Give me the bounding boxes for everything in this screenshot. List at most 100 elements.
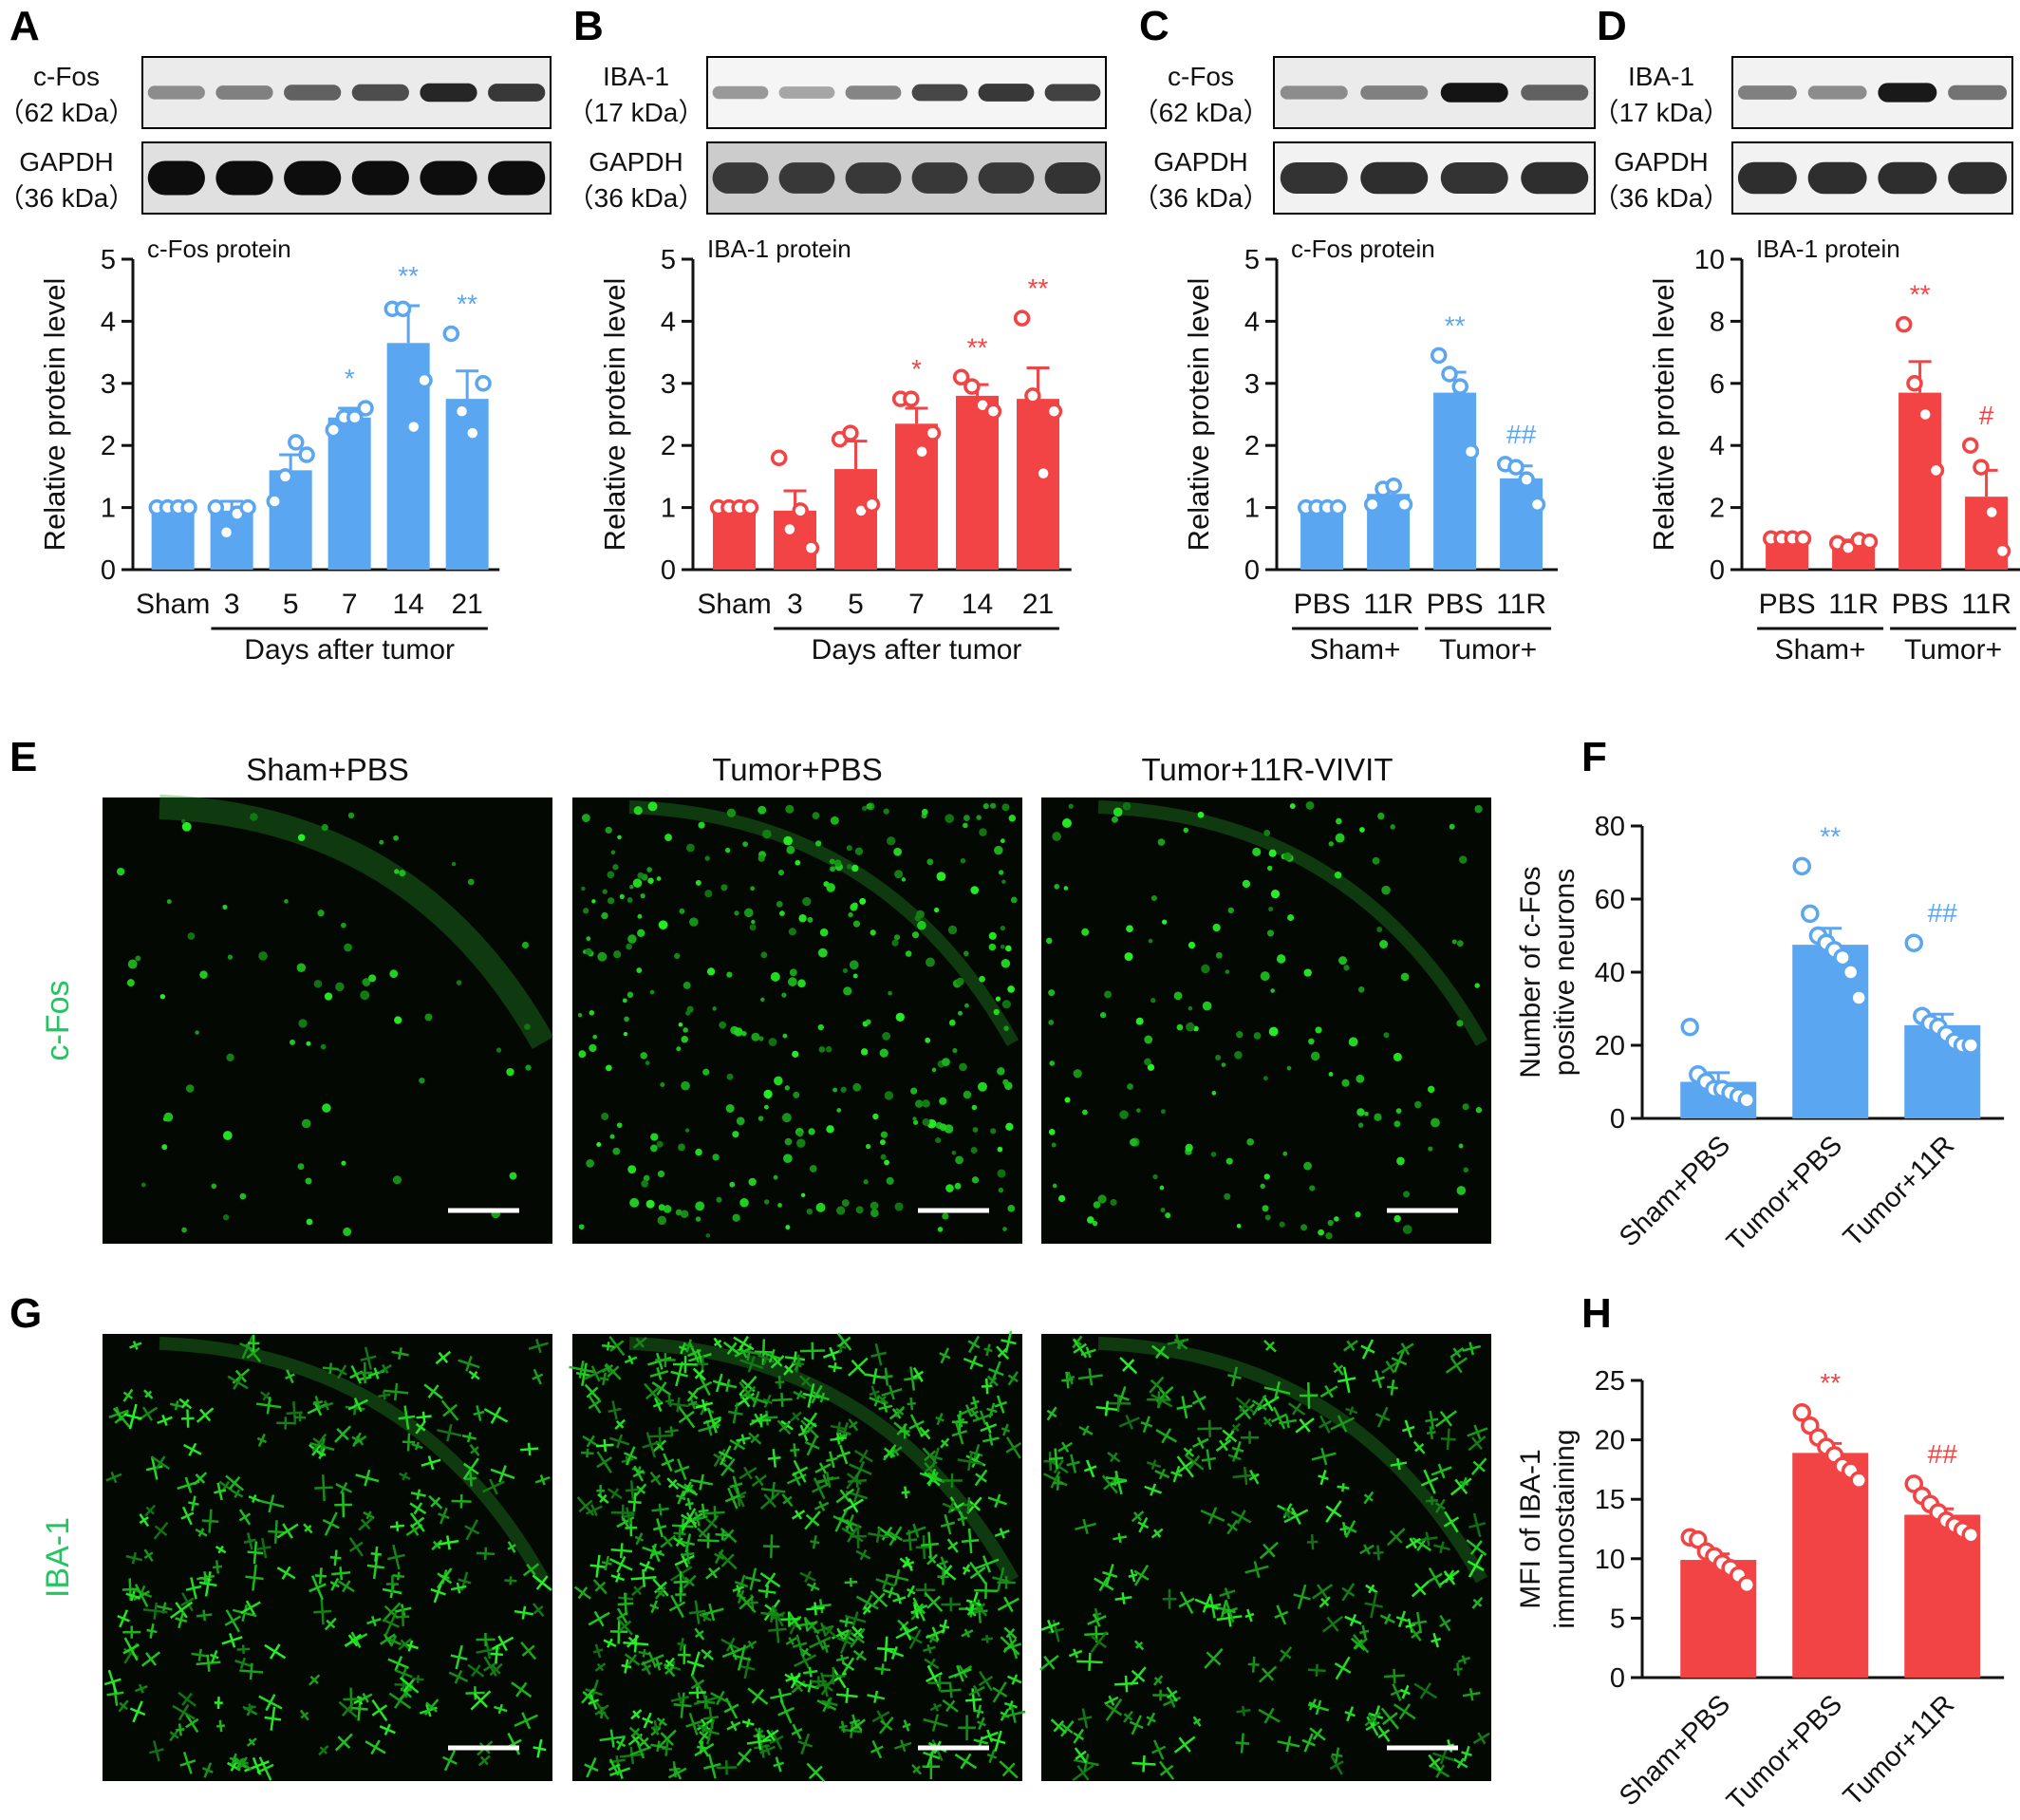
microglia-process xyxy=(650,1719,662,1735)
microglia-process xyxy=(894,1405,906,1417)
microglia-process xyxy=(395,1667,413,1680)
blot-band xyxy=(1807,85,1867,100)
microglia-process xyxy=(169,1400,184,1411)
microglia-process xyxy=(1001,1330,1017,1353)
significance-mark: ** xyxy=(1820,821,1841,851)
cfos-positive-nucleus xyxy=(1129,1138,1138,1147)
microglia-process xyxy=(188,1495,199,1511)
blot-band xyxy=(1280,161,1348,195)
microglia-process xyxy=(588,1395,602,1414)
microglia-process xyxy=(960,1404,979,1417)
cfos-positive-nucleus xyxy=(955,1155,963,1165)
cfos-positive-nucleus xyxy=(347,812,355,819)
microglia-process xyxy=(901,1486,910,1499)
microglia-process xyxy=(1222,1429,1238,1443)
bar xyxy=(445,399,489,570)
microglia-process xyxy=(322,1511,340,1536)
microglia-process xyxy=(1107,1452,1121,1463)
microglia-process xyxy=(696,1718,714,1731)
microglia-process xyxy=(621,1659,632,1674)
microglia-process xyxy=(402,1433,416,1452)
microglia-process xyxy=(1470,1457,1487,1475)
cfos-positive-nucleus xyxy=(749,924,757,931)
y-tick-label: 2 xyxy=(1244,431,1260,461)
cfos-positive-nucleus xyxy=(947,925,958,935)
microglia-process xyxy=(389,1521,404,1531)
cfos-positive-nucleus xyxy=(712,1006,717,1011)
cfos-positive-nucleus xyxy=(720,884,728,891)
bar xyxy=(834,469,878,570)
microglia-process xyxy=(793,1359,802,1371)
microglia-process xyxy=(1461,1745,1472,1762)
category-label: 14 xyxy=(962,589,993,620)
cfos-positive-nucleus xyxy=(704,890,713,898)
microglia-process xyxy=(670,1692,689,1706)
microglia-process xyxy=(759,1572,781,1588)
microglia-process xyxy=(673,1524,686,1543)
cfos-positive-nucleus xyxy=(650,1144,658,1153)
microglia-process xyxy=(1191,1390,1206,1411)
data-point xyxy=(357,400,374,417)
microglia-process xyxy=(687,1397,698,1410)
data-point xyxy=(1840,539,1857,556)
microglia-process xyxy=(974,1704,984,1718)
cfos-positive-nucleus xyxy=(592,1034,598,1040)
microglia-process xyxy=(1467,1424,1488,1440)
micrograph-title: Sham+PBS xyxy=(246,752,409,787)
microglia-process xyxy=(803,1666,818,1678)
cfos-positive-nucleus xyxy=(185,1084,195,1093)
microglia-process xyxy=(772,1392,793,1407)
microglia-process xyxy=(1431,1764,1450,1778)
y-axis-label: MFI of IBA-1 xyxy=(1515,1449,1546,1608)
cfos-positive-nucleus xyxy=(1000,838,1005,844)
chart-title: c-Fos protein xyxy=(147,235,291,263)
category-label: PBS xyxy=(1759,589,1816,620)
data-point xyxy=(276,468,294,485)
cfos-positive-nucleus xyxy=(1341,1079,1350,1087)
microglia-process xyxy=(727,1402,743,1424)
significance-mark: * xyxy=(911,354,922,384)
cfos-positive-nucleus xyxy=(578,1050,587,1059)
microglia-process xyxy=(248,1494,260,1503)
cfos-positive-nucleus xyxy=(1054,884,1060,890)
microglia-process xyxy=(683,1339,694,1353)
microglia-process xyxy=(1344,1613,1362,1627)
cfos-positive-nucleus xyxy=(681,1080,690,1091)
microglia-process xyxy=(1350,1637,1366,1651)
microglia-process xyxy=(1053,1475,1064,1491)
y-tick-label: 0 xyxy=(1610,1104,1625,1135)
microglia-process xyxy=(616,1617,633,1636)
microglia-process xyxy=(584,1365,608,1382)
cfos-positive-nucleus xyxy=(734,1027,743,1037)
microglia-process xyxy=(982,1434,1000,1446)
microglia-process xyxy=(688,1600,706,1624)
microglia-process xyxy=(1282,1508,1292,1520)
microglia-process xyxy=(806,1602,825,1616)
category-label: Tumor+PBS xyxy=(1721,1130,1848,1257)
microglia-process xyxy=(1363,1491,1375,1505)
microglia-process xyxy=(635,1483,647,1496)
microglia-process xyxy=(804,1435,820,1456)
microglia-process xyxy=(1428,1754,1442,1772)
panel-label-b: B xyxy=(573,3,604,49)
cfos-positive-nucleus xyxy=(817,948,828,958)
micrograph-cfos-3 xyxy=(1041,797,1491,1244)
microglia-process xyxy=(1155,1428,1177,1444)
microglia-process xyxy=(221,1632,243,1648)
microglia-process xyxy=(733,1336,755,1351)
cfos-positive-nucleus xyxy=(726,808,737,817)
microglia-process xyxy=(477,1754,491,1767)
microglia-process xyxy=(276,1417,295,1430)
microglia-process xyxy=(661,1453,675,1473)
cfos-positive-nucleus xyxy=(649,989,655,995)
microglia-process xyxy=(821,1697,838,1710)
cfos-positive-nucleus xyxy=(298,1019,308,1028)
category-label: 11R xyxy=(1961,589,2011,620)
cfos-positive-nucleus xyxy=(741,1030,747,1037)
blot-band xyxy=(284,84,342,101)
microglia-process xyxy=(1151,1739,1167,1760)
microglia-process xyxy=(781,1493,794,1508)
blot-band xyxy=(284,160,342,196)
